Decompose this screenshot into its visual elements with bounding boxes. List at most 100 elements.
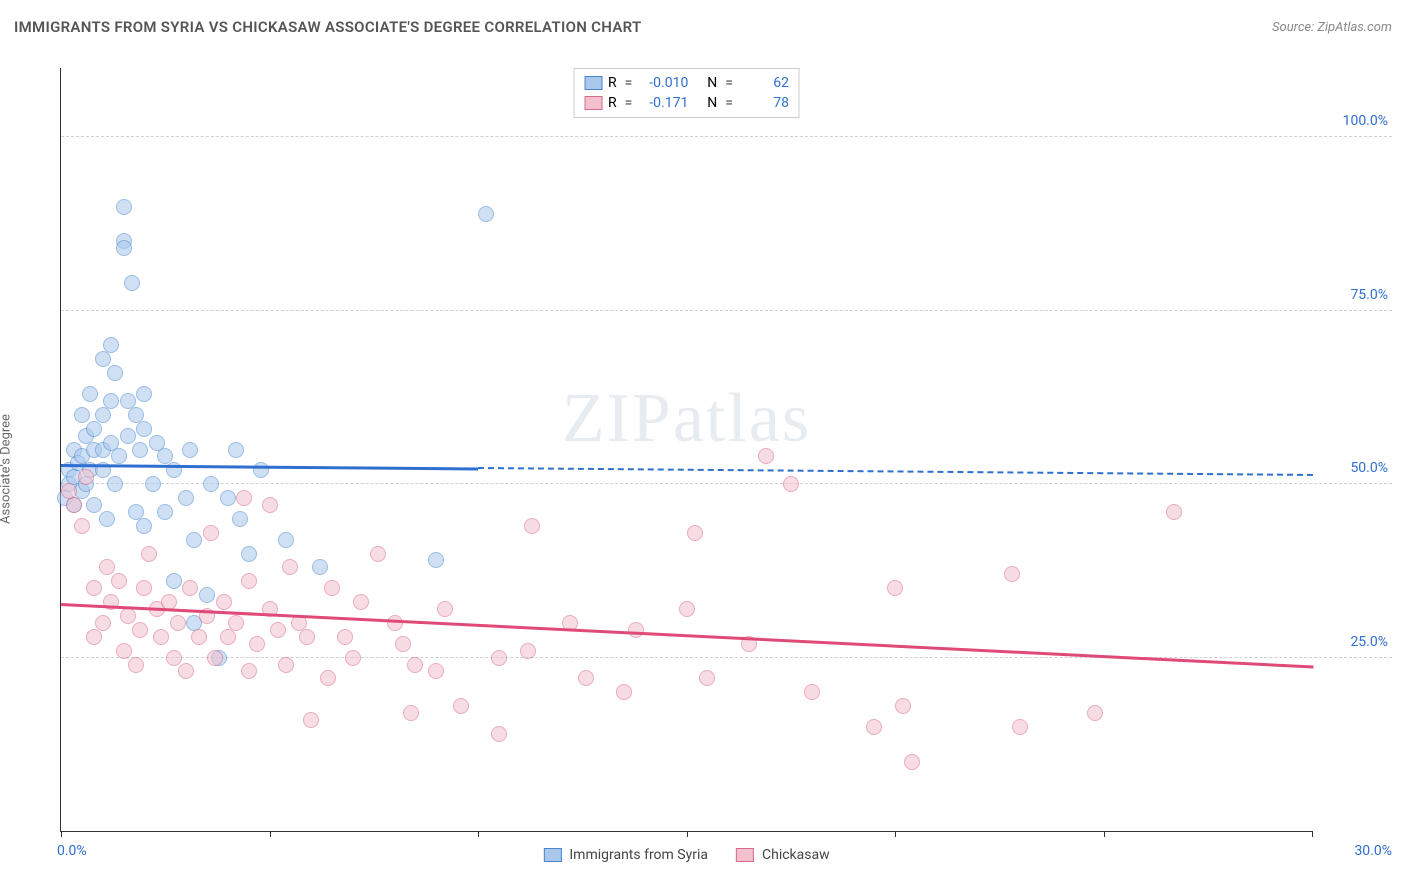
data-point xyxy=(1012,719,1028,735)
data-point xyxy=(111,448,127,464)
legend-item-chickasaw: Chickasaw xyxy=(736,847,830,863)
data-point xyxy=(520,643,536,659)
data-point xyxy=(116,240,132,256)
legend-row: R= -0.171 N= 78 xyxy=(584,93,789,113)
data-point xyxy=(1087,705,1103,721)
data-point xyxy=(320,670,336,686)
data-point xyxy=(687,525,703,541)
gridline xyxy=(61,136,1392,137)
data-point xyxy=(236,490,252,506)
data-point xyxy=(395,636,411,652)
data-point xyxy=(679,601,695,617)
data-point xyxy=(136,518,152,534)
data-point xyxy=(203,525,219,541)
data-point xyxy=(124,275,140,291)
data-point xyxy=(278,532,294,548)
data-point xyxy=(136,386,152,402)
data-point xyxy=(166,573,182,589)
data-point xyxy=(370,546,386,562)
y-axis-label: Associate's Degree xyxy=(0,414,14,524)
data-point xyxy=(282,559,298,575)
data-point xyxy=(1166,504,1182,520)
data-point xyxy=(199,587,215,603)
data-point xyxy=(116,643,132,659)
data-point xyxy=(186,532,202,548)
data-point xyxy=(312,559,328,575)
x-tick xyxy=(687,831,688,837)
data-point xyxy=(103,393,119,409)
data-point xyxy=(478,206,494,222)
data-point xyxy=(437,601,453,617)
legend-n-value: 62 xyxy=(741,75,789,91)
data-point xyxy=(86,421,102,437)
data-point xyxy=(866,719,882,735)
data-point xyxy=(191,629,207,645)
data-point xyxy=(904,754,920,770)
data-point xyxy=(403,705,419,721)
data-point xyxy=(170,615,186,631)
gridline xyxy=(61,310,1392,311)
data-point xyxy=(178,490,194,506)
data-point xyxy=(241,663,257,679)
data-point xyxy=(107,365,123,381)
data-point xyxy=(228,442,244,458)
data-point xyxy=(120,428,136,444)
data-point xyxy=(86,580,102,596)
data-point xyxy=(128,657,144,673)
data-point xyxy=(1004,566,1020,582)
x-tick xyxy=(895,831,896,837)
legend-n-label: N xyxy=(707,95,717,111)
gridline xyxy=(61,483,1392,484)
stats-legend: R= -0.010 N= 62 R= -0.171 N= 78 xyxy=(573,68,800,118)
data-point xyxy=(783,476,799,492)
data-point xyxy=(241,546,257,562)
legend-row: R= -0.010 N= 62 xyxy=(584,73,789,93)
data-point xyxy=(145,476,161,492)
data-point xyxy=(249,636,265,652)
legend-n-value: 78 xyxy=(741,95,789,111)
data-point xyxy=(887,580,903,596)
data-point xyxy=(107,476,123,492)
data-point xyxy=(491,726,507,742)
legend-swatch-syria xyxy=(543,848,561,862)
x-tick xyxy=(1312,831,1313,837)
legend-swatch-chickasaw xyxy=(584,96,602,110)
data-point xyxy=(453,698,469,714)
legend-r-value: -0.010 xyxy=(640,75,688,91)
x-tick xyxy=(478,831,479,837)
data-point xyxy=(232,511,248,527)
data-point xyxy=(895,698,911,714)
data-point xyxy=(616,684,632,700)
data-point xyxy=(524,518,540,534)
y-tick-label: 100.0% xyxy=(1343,113,1388,129)
data-point xyxy=(299,629,315,645)
data-point xyxy=(428,552,444,568)
data-point xyxy=(278,657,294,673)
data-point xyxy=(303,712,319,728)
legend-r-label: R xyxy=(608,75,617,91)
data-point xyxy=(182,580,198,596)
data-point xyxy=(428,663,444,679)
data-point xyxy=(228,615,244,631)
legend-r-label: R xyxy=(608,95,617,111)
data-point xyxy=(758,448,774,464)
data-point xyxy=(241,573,257,589)
x-tick xyxy=(61,831,62,837)
source-credit: Source: ZipAtlas.com xyxy=(1272,20,1392,35)
legend-item-syria: Immigrants from Syria xyxy=(543,847,708,863)
data-point xyxy=(262,497,278,513)
legend-n-label: N xyxy=(707,75,717,91)
legend-label: Chickasaw xyxy=(762,847,830,863)
data-point xyxy=(220,629,236,645)
data-point xyxy=(82,386,98,402)
data-point xyxy=(78,469,94,485)
correlation-chart: Associate's Degree ZIPatlas R= -0.010 N=… xyxy=(14,60,1392,878)
data-point xyxy=(99,511,115,527)
data-point xyxy=(220,490,236,506)
data-point xyxy=(578,670,594,686)
data-point xyxy=(203,476,219,492)
data-point xyxy=(178,663,194,679)
data-point xyxy=(95,407,111,423)
data-point xyxy=(95,615,111,631)
data-point xyxy=(153,629,169,645)
